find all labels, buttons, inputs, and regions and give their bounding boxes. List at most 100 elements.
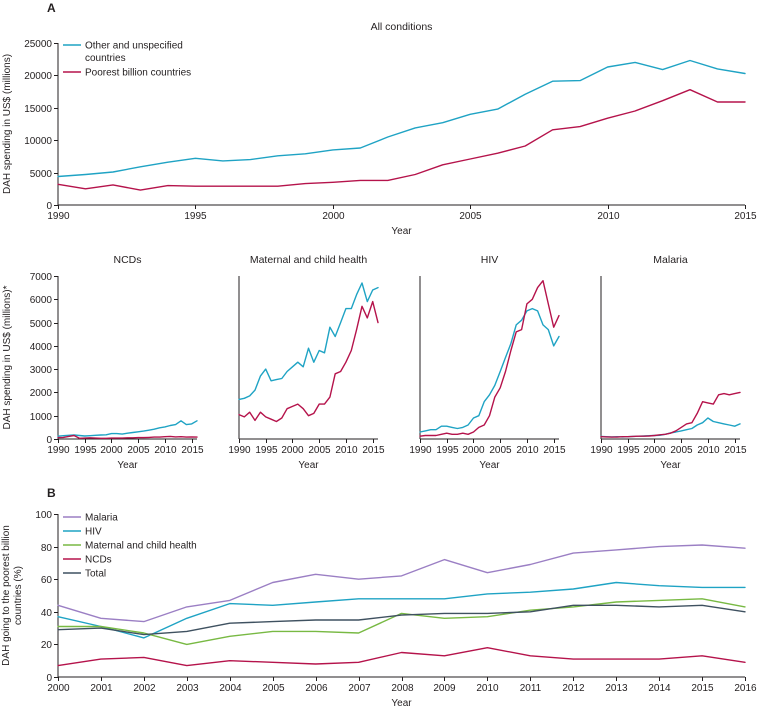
ncds-x-tick-label: 2010 [154,445,177,456]
ncds-x-tick-label: 1995 [74,445,97,456]
b-x-tick-label: 2001 [90,683,113,694]
legend-label-hiv: HIV [85,527,102,538]
hiv-series-poorest [419,280,560,437]
b-x-tick-label: 2002 [133,683,156,694]
mch-x-tick-label: 1990 [228,445,251,456]
malaria-x-tick-label: 2005 [670,445,693,456]
a-x-tick-label: 1990 [47,211,70,222]
a-y-tick-label: 10000 [24,136,52,147]
b-x-tick-label: 2010 [476,683,499,694]
legend-label-total: Total [85,569,106,580]
legend-label-other: Other and unspecified [85,41,183,52]
hiv-series-other [419,307,560,433]
malaria-x-tick-label: 2010 [697,445,720,456]
a-x-tick-label: 1995 [184,211,207,222]
hiv-x-tick-label: 2010 [516,445,539,456]
ncds-series-other [57,420,198,437]
b-y-tick-label: 40 [41,608,53,619]
b-x-tick-label: 2015 [691,683,714,694]
a-x-axis-label: Year [391,226,412,237]
panel-b-letter: B [47,486,56,500]
b-series-malaria [57,544,746,623]
ncds-x-axis-label: Year [117,460,138,471]
a-series-poorest [57,89,746,191]
b-y-tick-label: 80 [41,543,53,554]
a-y-tick-label: 0 [46,201,52,212]
a-series-other [57,59,746,178]
ncds-y-tick-label: 1000 [30,412,53,423]
b-x-tick-label: 2000 [47,683,70,694]
panel-b-y-axis-label-line: DAH going to the poorest billion [1,525,12,666]
b-series-hiv [57,581,746,639]
b-x-tick-label: 2006 [305,683,328,694]
a-x-tick-label: 2005 [459,211,482,222]
malaria-x-tick-label: 2000 [643,445,666,456]
hiv-x-tick-label: 1990 [409,445,432,456]
b-series-ncds [57,647,746,667]
hiv-x-tick-label: 2000 [462,445,485,456]
a-y-tick-label: 15000 [24,104,52,115]
b-x-tick-label: 2003 [176,683,199,694]
b-x-tick-label: 2012 [562,683,585,694]
b-x-tick-label: 2011 [520,683,542,694]
a-y-tick-label: 25000 [24,39,52,50]
ncds-y-tick-label: 0 [46,435,52,446]
a-x-tick-label: 2000 [322,211,345,222]
b-x-tick-label: 2004 [219,683,242,694]
hiv-x-axis-label: Year [479,460,500,471]
panel-small-y-axis-label: DAH spending in US$ (millions)* [2,285,13,429]
a-x-tick-label: 2015 [734,211,757,222]
hiv-chart-title: HIV [481,254,499,266]
mch-x-tick-label: 2005 [308,445,331,456]
mch-x-tick-label: 1995 [255,445,278,456]
hiv-x-tick-label: 2005 [489,445,512,456]
malaria-chart-title: Malaria [653,254,688,266]
legend-label-mch: Maternal and child health [85,541,197,552]
ncds-chart-title: NCDs [114,254,142,266]
b-x-tick-label: 2014 [648,683,671,694]
mch-series-other [238,282,379,401]
malaria-series-poorest [600,391,741,438]
malaria-x-axis-label: Year [660,460,681,471]
b-y-tick-label: 0 [46,673,52,684]
ncds-y-tick-label: 6000 [30,295,53,306]
b-x-axis-label: Year [391,698,412,709]
ncds-y-tick-label: 7000 [30,272,53,283]
a-chart-title: All conditions [371,21,433,33]
mch-x-axis-label: Year [298,460,319,471]
hiv-x-tick-label: 1995 [436,445,459,456]
ncds-x-tick-label: 2015 [181,445,204,456]
mch-x-tick-label: 2000 [281,445,304,456]
legend-label-ncds: NCDs [85,555,112,566]
malaria-series-other [600,417,741,438]
panel-a-letter: A [47,1,56,15]
legend-label-poorest: Poorest billion countries [85,68,191,79]
mch-x-tick-label: 2010 [335,445,358,456]
b-x-tick-label: 2013 [605,683,628,694]
panel-b-y-axis-label: DAH going to the poorest billioncountrie… [1,525,24,666]
b-x-tick-label: 2007 [348,683,371,694]
mch-chart-title: Maternal and child health [250,254,367,266]
ncds-y-tick-label: 3000 [30,365,53,376]
b-x-tick-label: 2005 [262,683,285,694]
b-y-tick-label: 100 [35,510,52,521]
a-x-tick-label: 2010 [597,211,620,222]
legend-label-malaria: Malaria [85,513,118,524]
ncds-x-tick-label: 1990 [47,445,70,456]
a-y-tick-label: 20000 [24,71,52,82]
b-x-tick-label: 2009 [433,683,456,694]
b-series-total [57,604,746,636]
a-y-tick-label: 5000 [30,169,53,180]
ncds-y-tick-label: 4000 [30,342,53,353]
legend-label-other-cont: countries [85,53,126,64]
ncds-y-tick-label: 2000 [30,388,53,399]
panel-b-y-axis-label-line: countries (%) [13,566,24,625]
ncds-series-poorest [57,434,198,439]
b-x-tick-label: 2008 [391,683,414,694]
mch-series-poorest [238,300,379,423]
ncds-x-tick-label: 2000 [100,445,123,456]
ncds-y-tick-label: 5000 [30,319,53,330]
hiv-x-tick-label: 2015 [543,445,566,456]
b-y-tick-label: 60 [41,575,53,586]
